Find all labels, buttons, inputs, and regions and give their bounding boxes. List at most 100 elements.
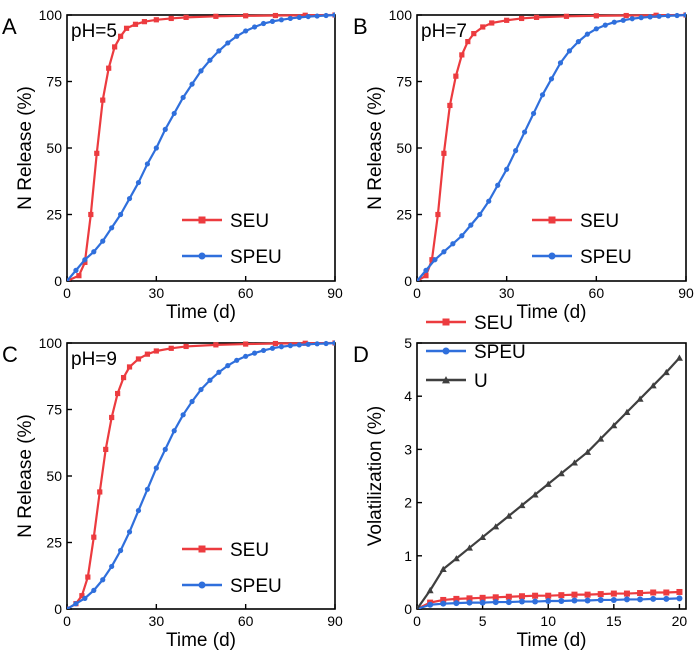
data-point-seu bbox=[423, 273, 429, 279]
data-point-speu bbox=[225, 363, 231, 369]
data-point-speu bbox=[287, 15, 293, 22]
data-point-u bbox=[417, 605, 419, 609]
x-tick-label: 60 bbox=[589, 285, 605, 301]
chart-panel-b: 0 30 60 90 0 25 50 75 100 Time (d) N Release (%) B p… bbox=[353, 7, 694, 323]
data-point-seu bbox=[115, 390, 121, 397]
data-point-seu bbox=[471, 31, 477, 37]
legend-marker-seu bbox=[442, 318, 450, 326]
y-axis-title: N Release (%) bbox=[365, 86, 386, 210]
data-point-speu bbox=[153, 145, 159, 151]
series-line-seu bbox=[67, 13, 335, 281]
data-point-seu bbox=[453, 73, 459, 79]
data-point-speu bbox=[67, 278, 70, 281]
x-tick-label: 30 bbox=[149, 285, 165, 301]
data-point-speu bbox=[548, 76, 555, 82]
data-point-speu bbox=[432, 257, 438, 263]
data-point-seu bbox=[650, 589, 657, 596]
legend-label-seu: SEU bbox=[230, 540, 269, 561]
ph-annotation: pH=9 bbox=[71, 349, 117, 370]
y-tick-label: 0 bbox=[404, 601, 412, 617]
data-point-seu bbox=[440, 596, 447, 603]
x-axis-title: Time (d) bbox=[166, 630, 236, 651]
x-tick-label: 20 bbox=[672, 613, 688, 629]
data-point-speu bbox=[109, 563, 115, 570]
data-point-speu bbox=[647, 14, 653, 20]
data-point-u bbox=[636, 395, 644, 402]
data-point-seu bbox=[85, 574, 91, 580]
data-point-speu bbox=[260, 20, 267, 27]
data-point-speu bbox=[100, 238, 106, 244]
data-point-seu bbox=[123, 25, 130, 31]
legend-label-speu: SPEU bbox=[580, 247, 632, 268]
data-point-speu bbox=[683, 12, 686, 18]
data-point-speu bbox=[466, 599, 473, 606]
data-point-seu bbox=[302, 340, 308, 346]
data-point-speu bbox=[207, 57, 213, 63]
x-axis-title: Time (d) bbox=[516, 302, 586, 323]
y-axis-title: N Release (%) bbox=[15, 414, 36, 538]
data-point-speu bbox=[504, 166, 510, 172]
data-point-seu bbox=[663, 589, 670, 596]
plot-frame bbox=[416, 342, 687, 610]
y-tick-label: 75 bbox=[46, 74, 62, 90]
data-point-speu bbox=[522, 129, 528, 135]
x-tick-label: 0 bbox=[63, 285, 71, 301]
data-point-speu bbox=[144, 486, 150, 492]
data-point-seu bbox=[168, 15, 174, 22]
legend: SEU SPEU bbox=[182, 211, 282, 268]
data-point-speu bbox=[82, 595, 88, 601]
data-point-u bbox=[452, 555, 460, 562]
y-tick-label: 100 bbox=[39, 7, 63, 23]
data-point-seu bbox=[676, 588, 683, 595]
data-point-speu bbox=[296, 14, 302, 20]
ph-annotation: pH=5 bbox=[71, 21, 117, 42]
data-point-seu bbox=[79, 593, 85, 599]
panel-letter: A bbox=[2, 14, 17, 39]
data-point-speu bbox=[513, 148, 519, 154]
data-point-speu bbox=[492, 599, 499, 606]
data-point-speu bbox=[656, 13, 662, 19]
y-tick-label: 4 bbox=[404, 388, 412, 404]
data-point-seu bbox=[489, 20, 495, 26]
data-point-speu bbox=[216, 369, 222, 375]
data-point-u bbox=[531, 491, 539, 498]
data-point-seu bbox=[120, 374, 127, 381]
data-point-speu bbox=[225, 40, 231, 46]
data-point-speu bbox=[126, 195, 133, 202]
data-point-speu bbox=[314, 341, 320, 347]
data-point-speu bbox=[620, 17, 626, 23]
data-point-speu bbox=[252, 24, 258, 30]
y-tick-label: 100 bbox=[389, 7, 413, 23]
x-axis-title: Time (d) bbox=[166, 302, 236, 323]
data-point-seu bbox=[465, 39, 471, 45]
panel-letter: C bbox=[2, 342, 18, 367]
data-point-speu bbox=[584, 597, 591, 604]
y-tick-label: 25 bbox=[46, 535, 62, 551]
x-tick-label: 15 bbox=[606, 613, 622, 629]
legend-label-speu: SPEU bbox=[230, 247, 282, 268]
data-point-seu bbox=[479, 594, 486, 601]
legend-marker-seu bbox=[198, 545, 206, 553]
x-tick-label: 60 bbox=[238, 285, 254, 301]
data-point-u bbox=[465, 544, 473, 551]
data-point-seu bbox=[610, 590, 617, 597]
x-tick-label: 90 bbox=[678, 285, 694, 301]
data-point-speu bbox=[287, 343, 293, 349]
y-tick-label: 75 bbox=[46, 402, 62, 418]
data-point-seu bbox=[441, 150, 447, 156]
data-point-u bbox=[492, 523, 500, 530]
data-point-seu bbox=[533, 14, 540, 20]
data-point-seu bbox=[213, 342, 219, 348]
data-point-speu bbox=[252, 350, 258, 356]
data-point-speu bbox=[597, 596, 604, 603]
data-point-seu bbox=[302, 12, 308, 18]
ph-annotation: pH=7 bbox=[421, 21, 467, 42]
chart-panel-c: 0 30 60 90 0 25 50 75 100 Time (d) N Release (%) C p… bbox=[2, 335, 343, 651]
data-point-speu bbox=[450, 241, 456, 247]
data-point-seu bbox=[558, 592, 565, 599]
chart-panel-d: 0 5 10 15 20 0 1 2 3 4 5 Time (d) Volatilization (%)… bbox=[353, 313, 687, 651]
legend: SEU SPEU bbox=[182, 540, 282, 597]
data-point-seu bbox=[519, 15, 525, 22]
data-point-seu bbox=[213, 13, 219, 19]
data-point-seu bbox=[153, 17, 159, 23]
